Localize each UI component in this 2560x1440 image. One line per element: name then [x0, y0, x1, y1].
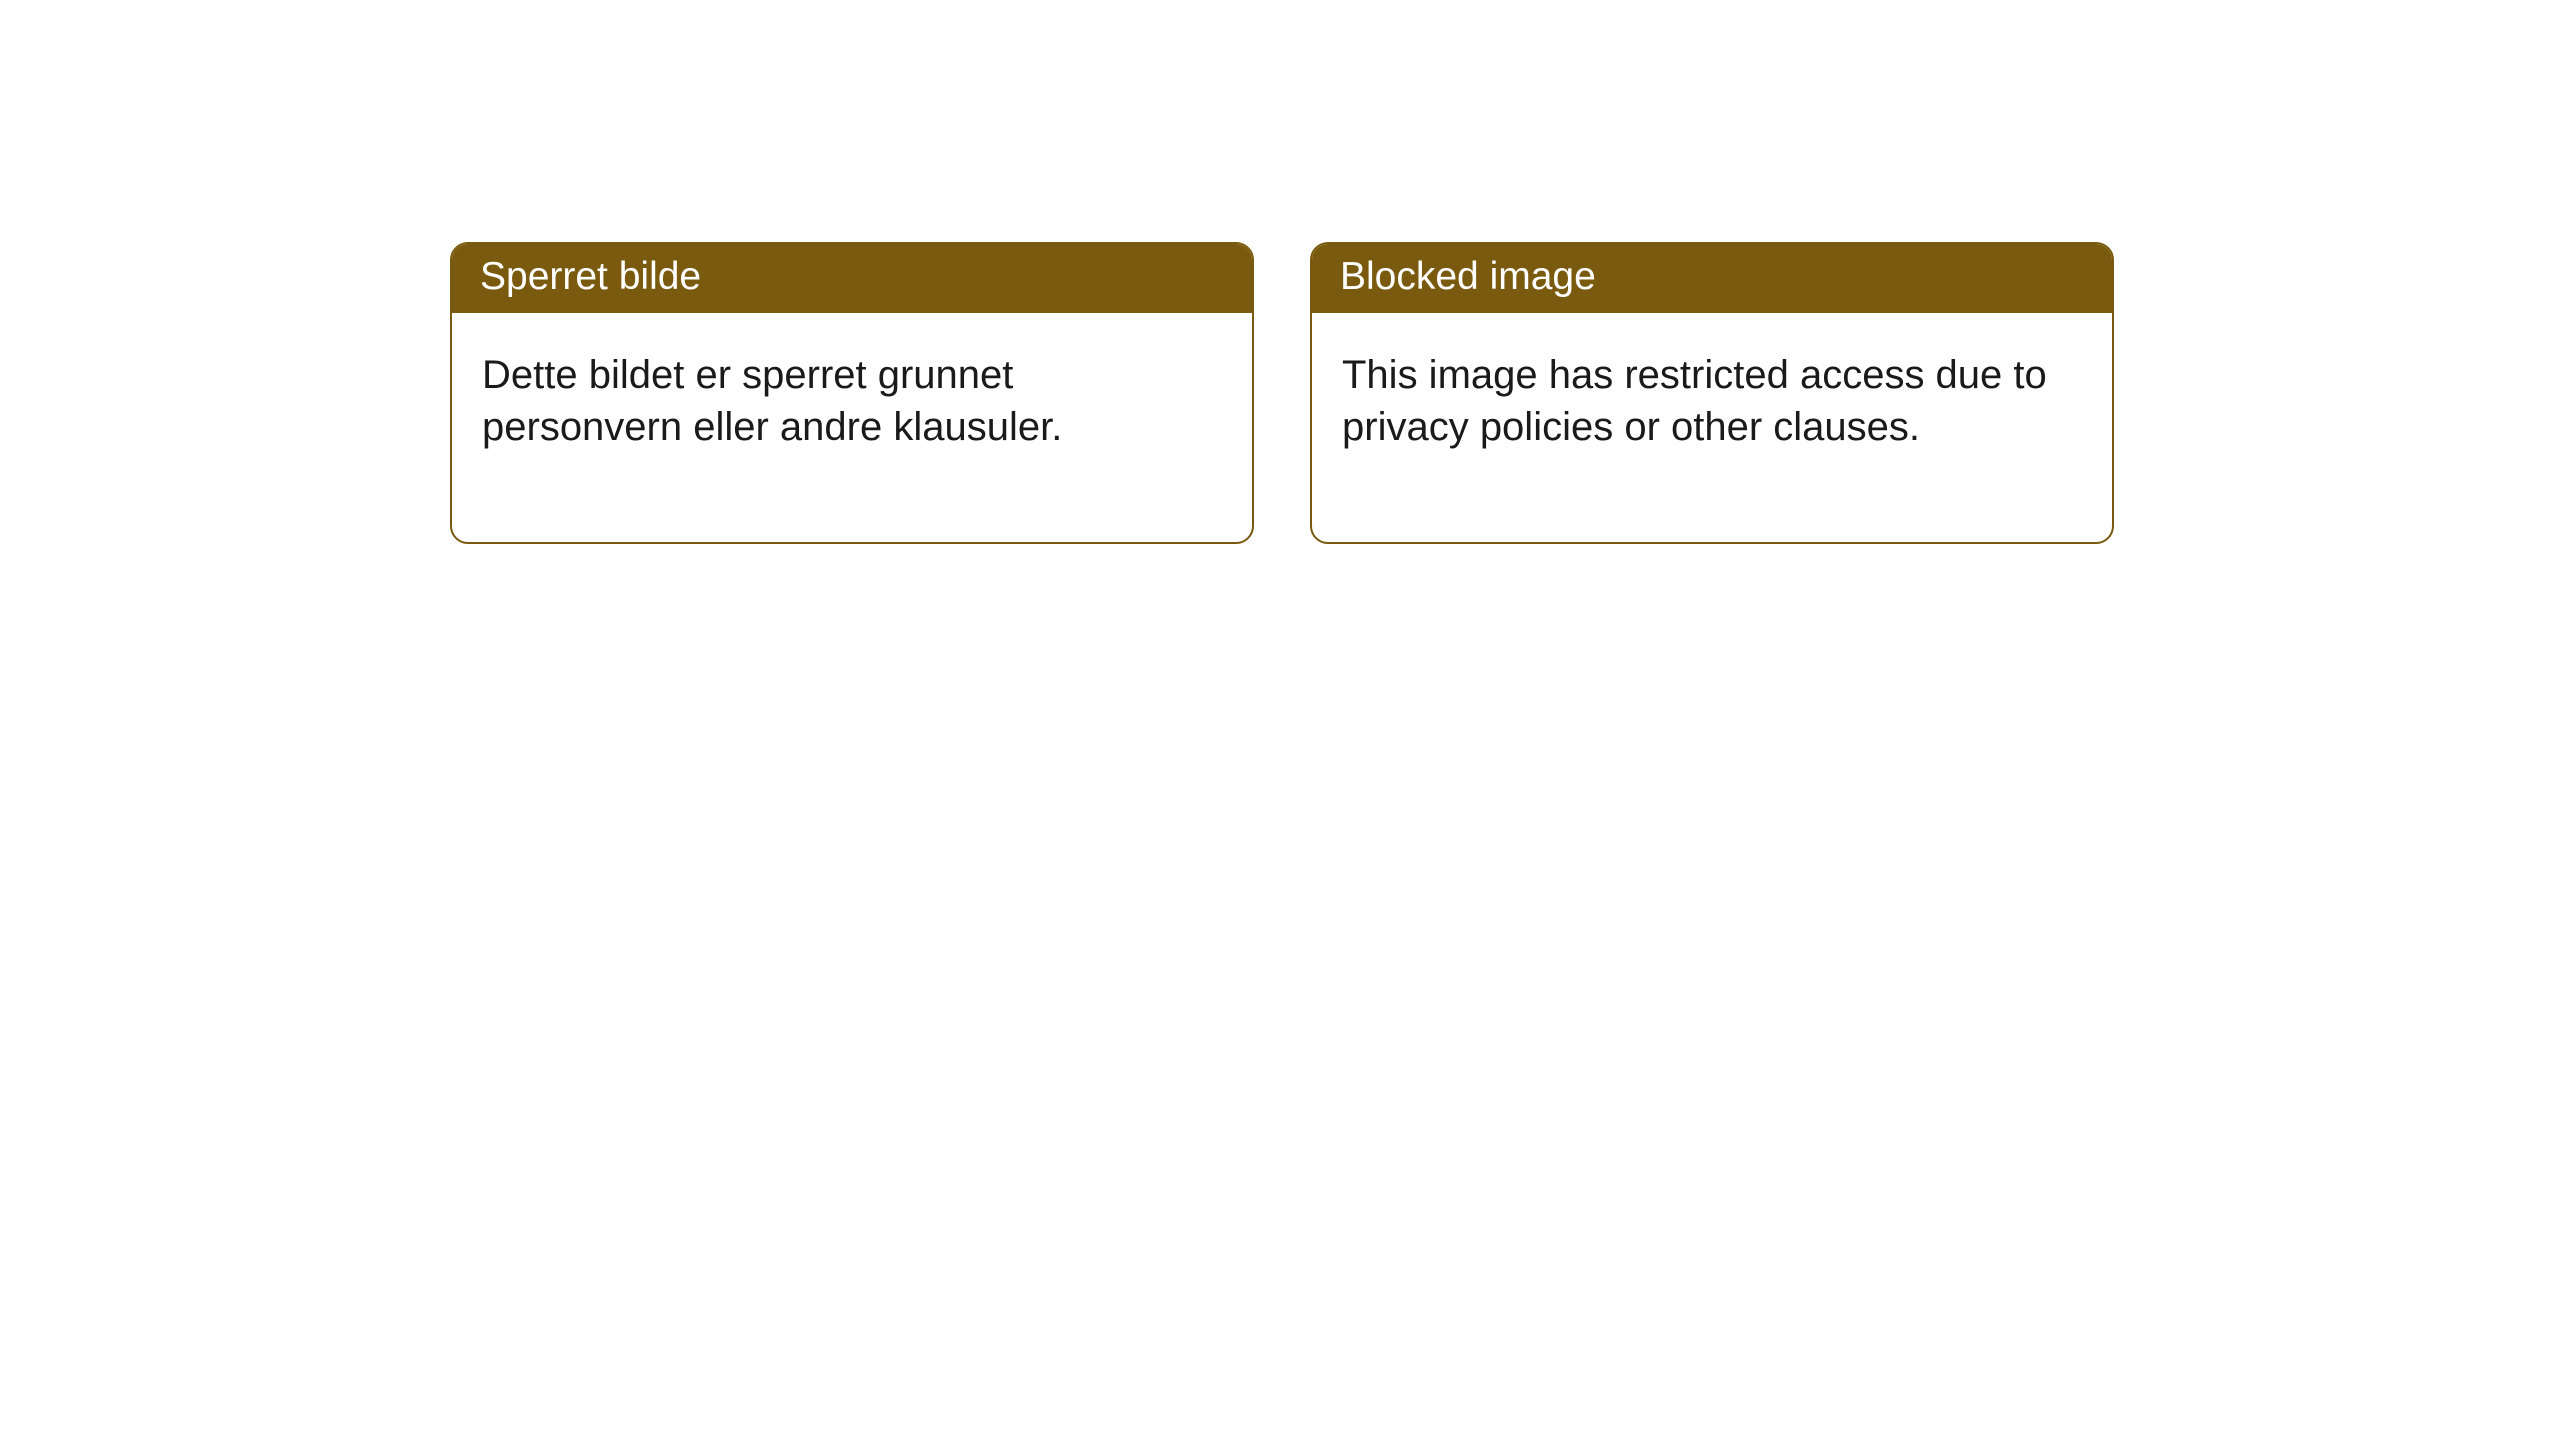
notice-header: Blocked image	[1312, 244, 2112, 313]
notice-container: Sperret bilde Dette bildet er sperret gr…	[450, 242, 2114, 544]
notice-body: Dette bildet er sperret grunnet personve…	[452, 313, 1252, 543]
notice-header: Sperret bilde	[452, 244, 1252, 313]
notice-body: This image has restricted access due to …	[1312, 313, 2112, 543]
notice-box-english: Blocked image This image has restricted …	[1310, 242, 2114, 544]
notice-box-norwegian: Sperret bilde Dette bildet er sperret gr…	[450, 242, 1254, 544]
